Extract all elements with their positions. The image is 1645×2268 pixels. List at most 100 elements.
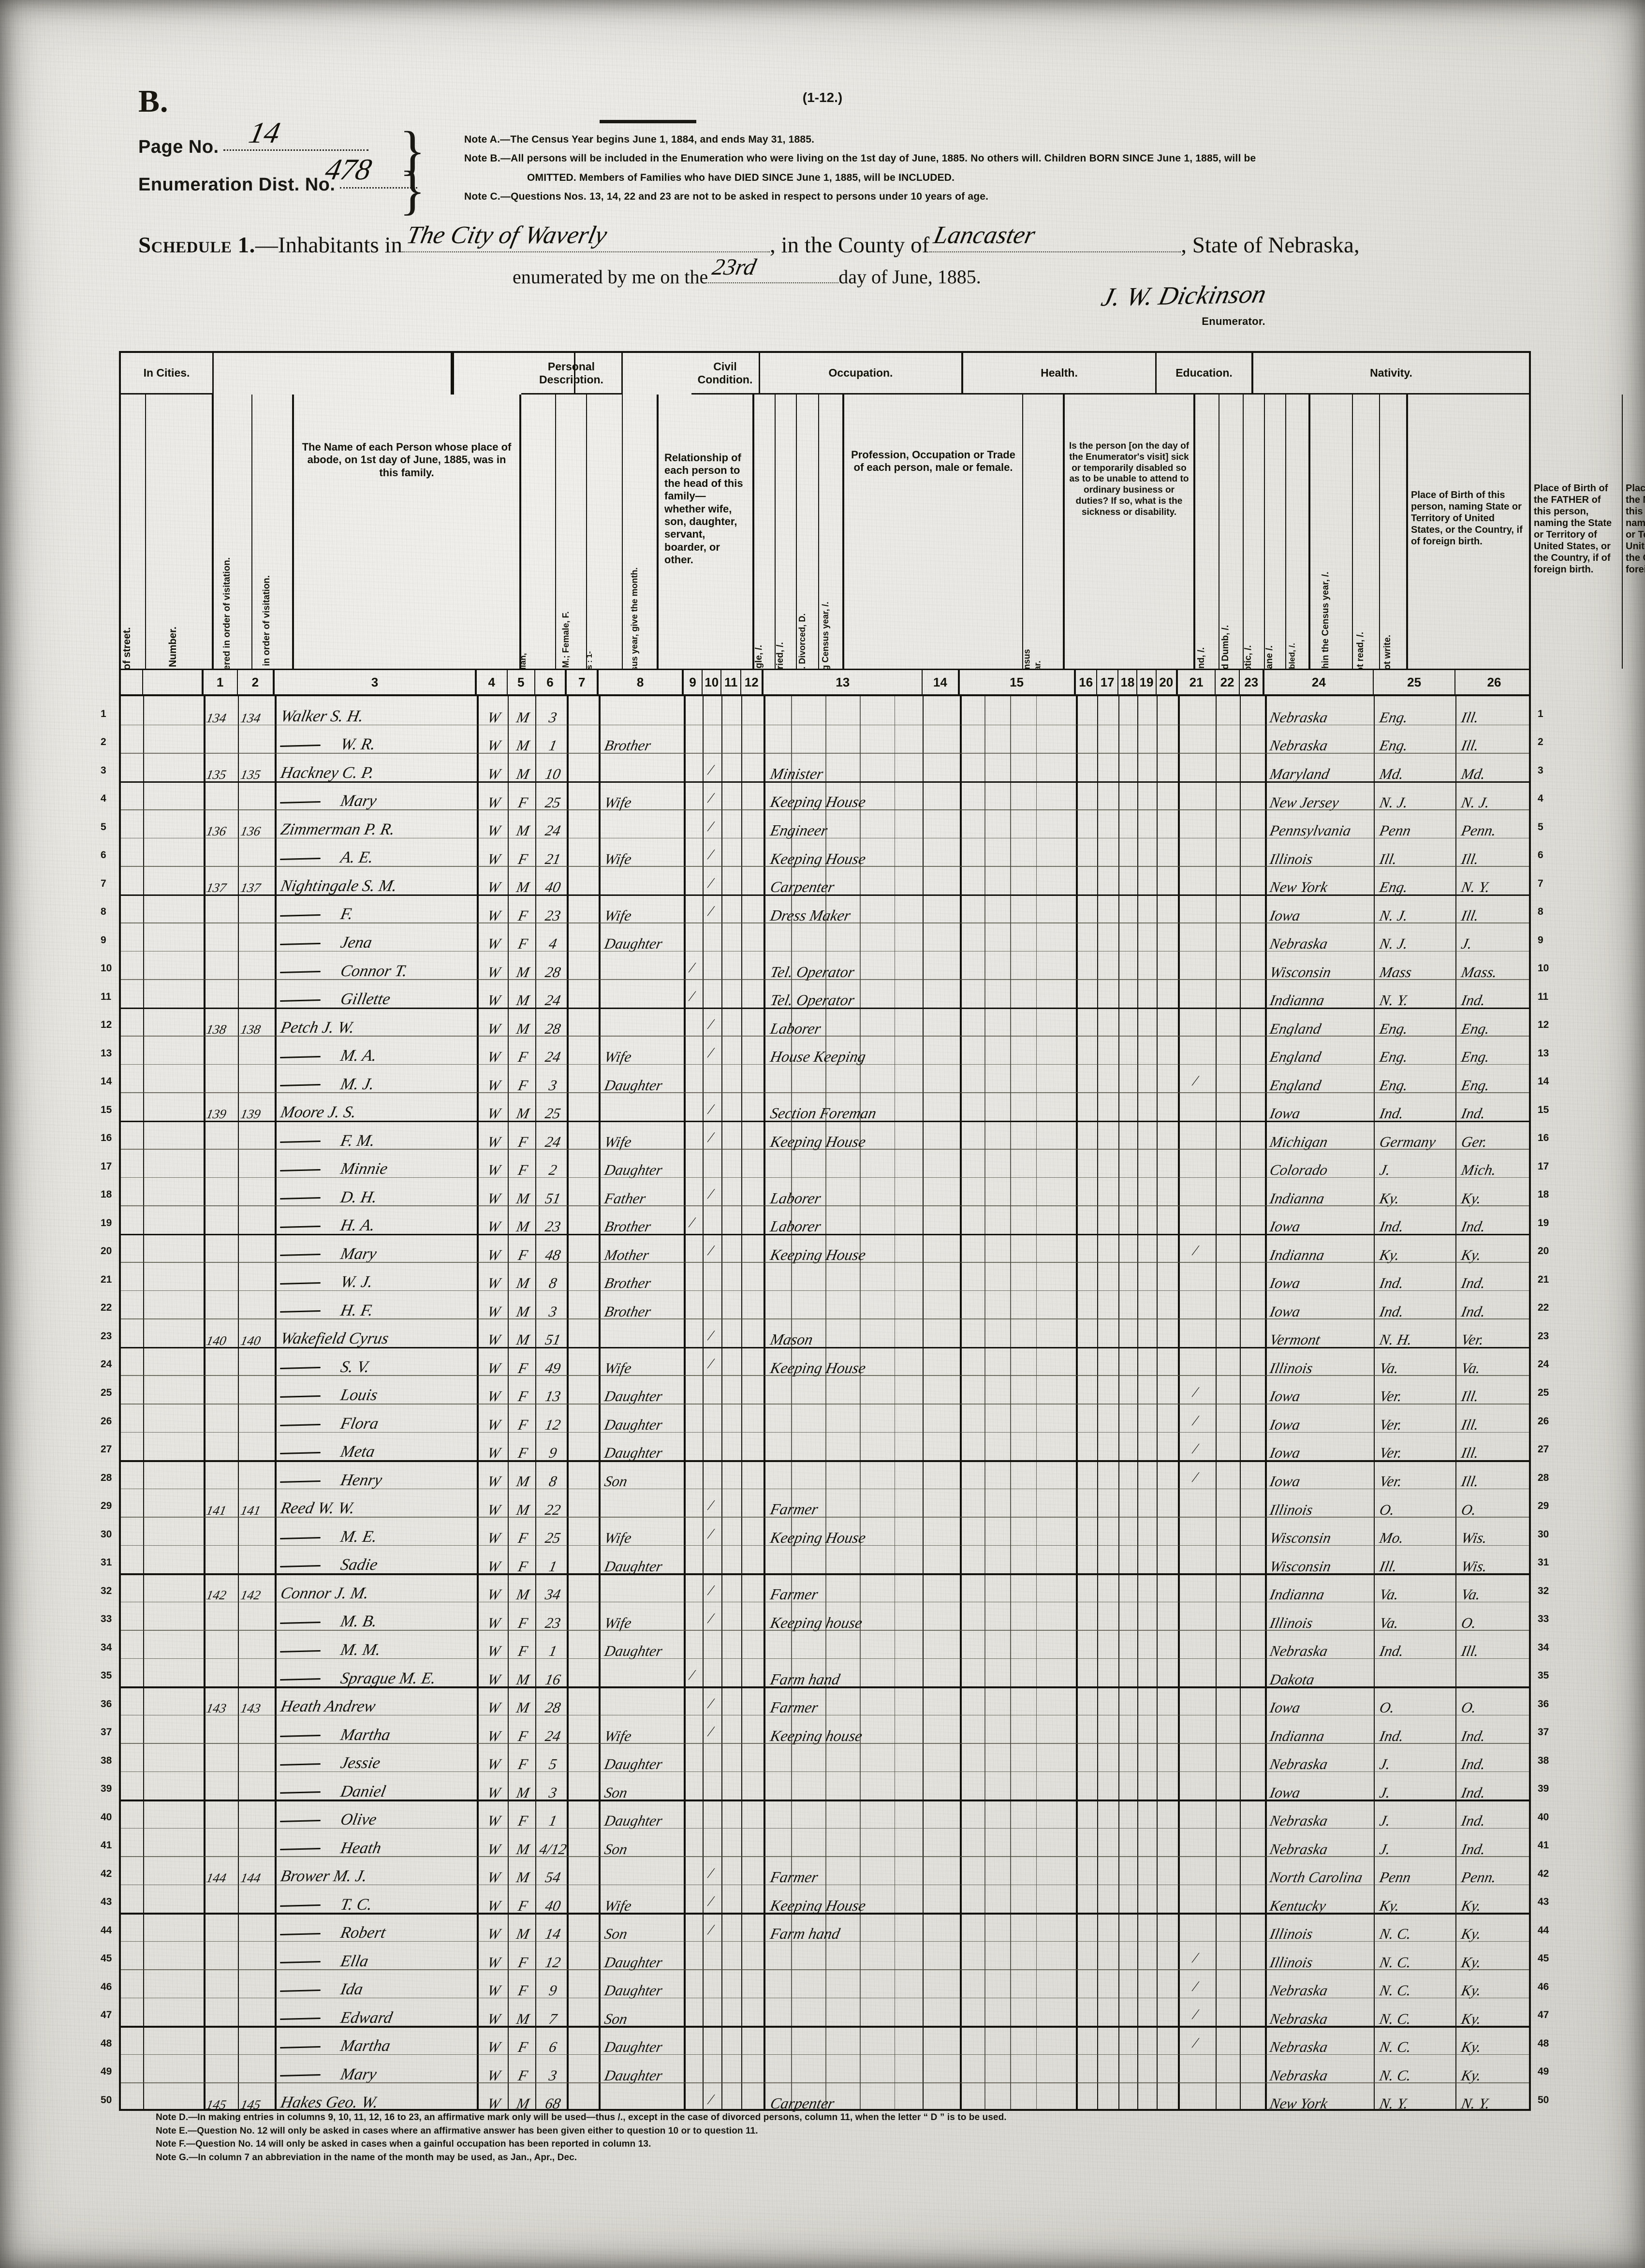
state-label: , State of Nebraska,: [1181, 233, 1359, 258]
cell-occ: Engineer: [769, 821, 829, 839]
cell-occ: Mason: [769, 1331, 814, 1348]
cell-sex: M: [515, 1473, 531, 1490]
cell-occ: Laborer: [769, 1217, 822, 1235]
ditto-dash: [280, 1565, 321, 1567]
cell-occ: Keeping House: [769, 850, 867, 868]
row-number: 34: [101, 1642, 112, 1653]
cell-birth: Kentucky: [1268, 1897, 1327, 1915]
grid-vline-name: [477, 696, 479, 2109]
cell-age: 7: [547, 2010, 558, 2028]
cell-age: 9: [547, 1444, 558, 1462]
grid-vline-house: [204, 696, 206, 2109]
cell-sex: F: [517, 850, 529, 868]
ditto-dash: [280, 1056, 321, 1058]
cell-occ: Keeping House: [769, 1897, 867, 1915]
cell-age: 40: [543, 1897, 562, 1915]
col-number-birth: 24: [1265, 670, 1374, 694]
brace-bracket-2: }: [399, 160, 426, 222]
cell-birth: Wisconsin: [1268, 1529, 1333, 1547]
cell-color: W: [486, 1501, 502, 1519]
ditto-dash: [280, 1678, 321, 1681]
grid-hline: [121, 1375, 1529, 1376]
cell-occ: Carpenter: [769, 2094, 836, 2112]
cell-mother: Ky.: [1460, 1246, 1483, 1264]
cell-occ: Keeping house: [769, 1727, 864, 1745]
grid-vline-deaf: [1118, 696, 1119, 2109]
enumerator-label: Enumerator.: [1102, 315, 1265, 328]
enum-dist-field[interactable]: Enumeration Dist. No. 478: [138, 174, 417, 195]
cell-birth: Nebraska: [1268, 2010, 1329, 2028]
row-number: 8: [1538, 906, 1543, 918]
cell-father: Va.: [1378, 1614, 1400, 1632]
page-header: B. Page No. 14 Enumeration Dist. No. 478…: [0, 0, 1645, 338]
cell-color: W: [486, 1586, 502, 1603]
cell-sex: F: [517, 1360, 529, 1377]
county-label: , in the County of: [770, 233, 929, 258]
checkmark-school: /: [1190, 1978, 1201, 1995]
col-number-age: 6: [535, 670, 567, 694]
cell-father: N. Y.: [1378, 992, 1410, 1009]
checkmark-married: /: [705, 1865, 716, 1882]
cell-sex: F: [517, 1954, 529, 1971]
cell-father: Ver.: [1378, 1416, 1404, 1434]
cell-sex: F: [517, 1133, 529, 1151]
cell-birth: Nebraska: [1268, 935, 1329, 952]
col-number-unemp: 14: [923, 670, 959, 694]
grid-hline: [121, 1686, 1529, 1688]
column-number-strip: 1 2 3 4 5 6 7 8 9 10 11 12 13 14 15 16 17 18 19 20 21 22 23 24 2…: [121, 670, 1529, 696]
page-number-value: 14: [246, 116, 283, 150]
row-number: 25: [1538, 1387, 1549, 1399]
cell-father: N. C.: [1378, 1982, 1413, 1999]
group-in-cities: In Cities.: [121, 353, 214, 395]
grid-vline-dwell: [238, 696, 239, 2109]
cell-birth: Iowa: [1268, 1784, 1302, 1801]
col-number-sex: 5: [508, 670, 535, 694]
cell-birth: Indianna: [1268, 992, 1326, 1009]
ditto-dash: [280, 1367, 321, 1369]
row-number: 27: [101, 1444, 112, 1455]
cell-sex: F: [517, 1077, 529, 1094]
row-number: 29: [101, 1500, 112, 1512]
cell-birth: New York: [1268, 2095, 1329, 2112]
cell-father: N. H.: [1378, 1331, 1413, 1348]
ditto-dash: [280, 2074, 321, 2077]
cell-color: W: [486, 1020, 502, 1038]
cell-sex: M: [515, 1784, 531, 1801]
cell-birth: Iowa: [1268, 1303, 1302, 1320]
col-number-widow: 11: [721, 670, 741, 694]
row-number: 16: [1538, 1132, 1549, 1144]
cell-mother: Ky.: [1460, 1982, 1483, 1999]
cell-sex: M: [515, 1190, 531, 1207]
cell-father: J.: [1378, 1841, 1392, 1858]
cell-birth: Wisconsin: [1268, 1558, 1333, 1575]
cell-age: 51: [543, 1331, 562, 1348]
row-number: 12: [101, 1019, 112, 1031]
grid-hline: [121, 1404, 1529, 1405]
cell-occ: House Keeping: [769, 1048, 867, 1066]
cell-sex: F: [517, 1614, 529, 1632]
cell-sex: M: [515, 1105, 531, 1122]
grid-hline: [121, 1092, 1529, 1093]
ditto-dash: [280, 1848, 321, 1850]
cell-rel: Daughter: [603, 1388, 664, 1405]
enumerated-label: enumerated by me on the: [513, 266, 708, 288]
cell-rel: Daughter: [603, 1558, 664, 1575]
cell-birth: New Jersey: [1268, 794, 1340, 811]
cell-sex: M: [515, 1699, 531, 1716]
cell-birth: Nebraska: [1268, 2067, 1329, 2084]
ditto-dash: [280, 1226, 321, 1228]
cell-sex: M: [515, 765, 531, 783]
ditto-dash: [280, 1084, 321, 1086]
cell-sex: F: [517, 1982, 529, 1999]
grid-hline: [121, 1545, 1529, 1546]
cell-color: W: [486, 1982, 502, 1999]
grid-hline: [121, 1432, 1529, 1433]
col-number-insane: 19: [1137, 670, 1156, 694]
header-notes: Note A.—The Census Year begins June 1, 1…: [464, 133, 1504, 209]
col-head-cannot-write: Cannot write.: [1380, 395, 1408, 669]
ditto-dash: [280, 2018, 321, 2020]
cell-sex: M: [515, 1218, 531, 1235]
cell-fam: 142: [239, 1588, 262, 1603]
row-number: 14: [1538, 1076, 1549, 1087]
cell-sex: M: [515, 992, 531, 1009]
